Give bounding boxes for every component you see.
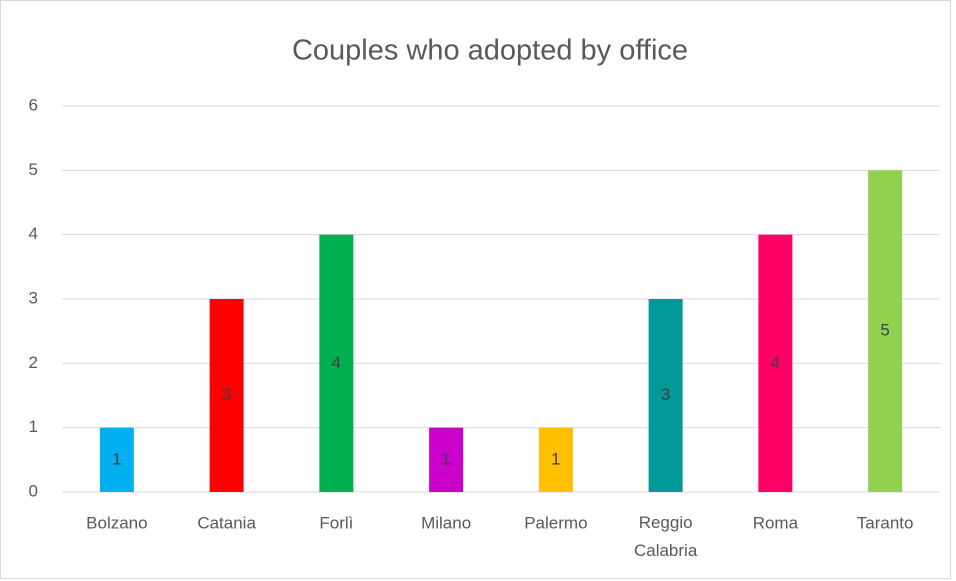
- y-tick-label: 2: [29, 353, 38, 372]
- bar: [319, 234, 354, 492]
- data-label: 1: [112, 449, 121, 468]
- y-tick-label: 3: [29, 288, 38, 307]
- bar: [538, 427, 573, 492]
- bar: [868, 170, 903, 493]
- x-tick-label: Catania: [197, 513, 256, 532]
- bar: [99, 427, 134, 492]
- data-label: 3: [222, 385, 231, 404]
- x-tick-label: Palermo: [524, 513, 587, 532]
- x-tick-label: Bolzano: [86, 513, 147, 532]
- data-label: 4: [332, 353, 341, 372]
- y-tick-label: 1: [29, 417, 38, 436]
- x-tick-label: Reggio Calabria: [634, 513, 698, 560]
- y-tick-label: 0: [29, 481, 38, 500]
- data-label: 5: [880, 321, 889, 340]
- data-label: 1: [551, 449, 560, 468]
- x-tick-label: Forlì: [319, 513, 353, 532]
- data-label: 4: [771, 353, 780, 372]
- y-tick-label: 4: [29, 224, 38, 243]
- bar: [758, 234, 793, 492]
- x-tick-label: Roma: [753, 513, 799, 532]
- y-tick-label: 6: [29, 95, 38, 114]
- chart-title: Couples who adopted by office: [292, 35, 688, 67]
- data-label: 3: [661, 385, 670, 404]
- data-label: 1: [441, 449, 450, 468]
- bar: [648, 299, 683, 492]
- x-tick-label: Taranto: [857, 513, 914, 532]
- y-tick-label: 5: [29, 160, 38, 179]
- x-tick-label: Milano: [421, 513, 471, 532]
- bar: [429, 427, 464, 492]
- bar: [209, 299, 244, 492]
